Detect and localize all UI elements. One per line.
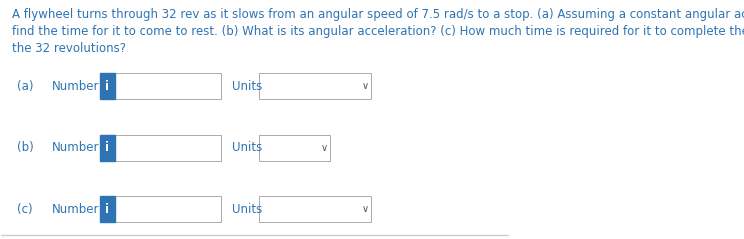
FancyBboxPatch shape bbox=[100, 73, 115, 99]
FancyBboxPatch shape bbox=[100, 135, 115, 161]
FancyBboxPatch shape bbox=[115, 135, 221, 161]
Text: Units: Units bbox=[232, 203, 263, 216]
FancyBboxPatch shape bbox=[100, 196, 115, 222]
Text: ∨: ∨ bbox=[321, 143, 328, 153]
FancyBboxPatch shape bbox=[259, 196, 371, 222]
Text: Units: Units bbox=[232, 80, 263, 93]
Text: (a): (a) bbox=[16, 80, 33, 93]
Text: i: i bbox=[106, 141, 109, 154]
Text: i: i bbox=[106, 80, 109, 93]
Text: A flywheel turns through 32 rev as it slows from an angular speed of 7.5 rad/s t: A flywheel turns through 32 rev as it sl… bbox=[12, 8, 744, 55]
Text: Number: Number bbox=[52, 141, 100, 154]
Text: (b): (b) bbox=[16, 141, 33, 154]
Text: Number: Number bbox=[52, 203, 100, 216]
Text: Number: Number bbox=[52, 80, 100, 93]
Text: Units: Units bbox=[232, 141, 263, 154]
Text: i: i bbox=[106, 203, 109, 216]
Text: ∨: ∨ bbox=[362, 204, 368, 214]
FancyBboxPatch shape bbox=[259, 73, 371, 99]
FancyBboxPatch shape bbox=[259, 135, 330, 161]
FancyBboxPatch shape bbox=[115, 73, 221, 99]
FancyBboxPatch shape bbox=[115, 196, 221, 222]
Text: ∨: ∨ bbox=[362, 81, 368, 92]
Text: (c): (c) bbox=[16, 203, 32, 216]
